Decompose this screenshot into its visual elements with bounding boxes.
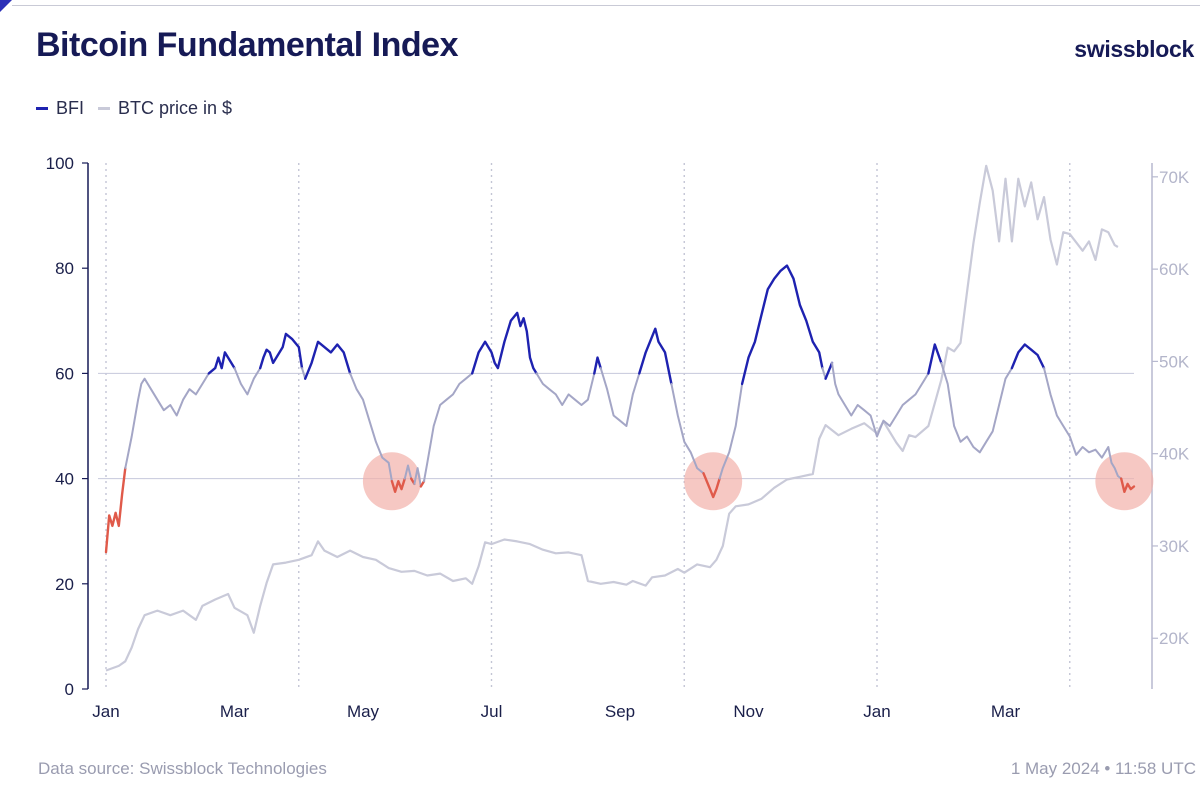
legend-label-bfi: BFI: [56, 98, 85, 118]
left-tick-label-0: 0: [65, 680, 74, 699]
left-tick-label-60: 60: [55, 364, 74, 383]
legend-item-btc: BTC price in $: [98, 98, 232, 119]
right-tick-label-1: 30K: [1159, 537, 1190, 556]
bfi-line-segment-low-30: [1120, 477, 1136, 493]
bfi-line-segment-mid-19: [670, 382, 705, 475]
legend-item-bfi: BFI: [36, 98, 84, 119]
bfi-line-segment-mid-15: [535, 372, 596, 406]
top-divider: [12, 5, 1200, 6]
legend-swatch-bfi: [36, 107, 48, 110]
brand-logo: swissblock: [1074, 36, 1194, 62]
bfi-line-segment-mid-3: [233, 367, 262, 396]
right-tick-label-4: 60K: [1159, 260, 1190, 279]
x-tick-label-7: Mar: [991, 702, 1021, 721]
bfi-line-segment-mid-17: [599, 367, 641, 427]
x-tick-label-4: Sep: [605, 702, 635, 721]
bfi-line-segment-mid-25: [831, 361, 930, 438]
bfi-line-segment-high-14: [471, 311, 538, 375]
bfi-line-segment-high-26: [927, 343, 943, 375]
low-zone-highlight-2: [1095, 452, 1154, 511]
bfi-line-segment-high-18: [638, 327, 673, 386]
bfi-line-segment-high-28: [1010, 343, 1046, 370]
x-tick-label-2: May: [347, 702, 380, 721]
bfi-line-segment-mid-13: [423, 372, 474, 483]
bfi-line-segment-mid-1: [124, 372, 210, 470]
bfi-line-segment-high-6: [304, 340, 352, 380]
chart-legend: BFI BTC price in $: [36, 98, 232, 119]
low-zone-highlight-1: [684, 452, 743, 511]
right-tick-label-3: 50K: [1159, 352, 1190, 371]
bfi-line-segment-mid-27: [940, 361, 1013, 454]
bfi-line-segment-mid-21: [718, 382, 744, 480]
x-tick-label-6: Jan: [863, 702, 890, 721]
bfi-line-segment-low-12: [419, 480, 426, 488]
data-source: Data source: Swissblock Technologies: [38, 759, 327, 778]
bfi-line-segment-high-4: [259, 332, 304, 370]
chart-title: Bitcoin Fundamental Index: [36, 26, 458, 64]
left-tick-label-100: 100: [46, 154, 74, 173]
bfi-line-segment-low-0: [104, 466, 127, 554]
bfi-line-segment-high-2: [207, 351, 236, 375]
bfi-line-segment-mid-29: [1043, 367, 1123, 480]
bfi-line-segment-mid-11: [413, 467, 422, 488]
x-tick-label-0: Jan: [92, 702, 119, 721]
bfi-line-segment-low-8: [390, 477, 406, 493]
right-tick-label-5: 70K: [1159, 168, 1190, 187]
bfi-line-segment-high-22: [740, 264, 824, 386]
x-tick-label-3: Jul: [481, 702, 503, 721]
left-tick-label-40: 40: [55, 470, 74, 489]
x-tick-label-1: Mar: [220, 702, 250, 721]
bfi-line-segment-mid-7: [349, 372, 393, 483]
corner-accent: [0, 0, 12, 12]
legend-label-btc: BTC price in $: [118, 98, 233, 118]
left-tick-label-80: 80: [55, 259, 74, 278]
legend-swatch-btc: [98, 107, 111, 110]
btc-price-line: [105, 164, 1119, 672]
left-tick-label-20: 20: [55, 575, 74, 594]
bfi-line-segment-high-16: [593, 356, 602, 375]
right-tick-label-2: 40K: [1159, 445, 1190, 464]
x-tick-label-5: Nov: [733, 702, 764, 721]
right-tick-label-0: 20K: [1159, 629, 1190, 648]
bfi-line-segment-mid-9: [403, 464, 413, 480]
bfi-line-segment-low-20: [702, 472, 721, 499]
bfi-line-segment-high-24: [824, 361, 834, 380]
timestamp: 1 May 2024 • 11:58 UTC: [1010, 759, 1196, 778]
